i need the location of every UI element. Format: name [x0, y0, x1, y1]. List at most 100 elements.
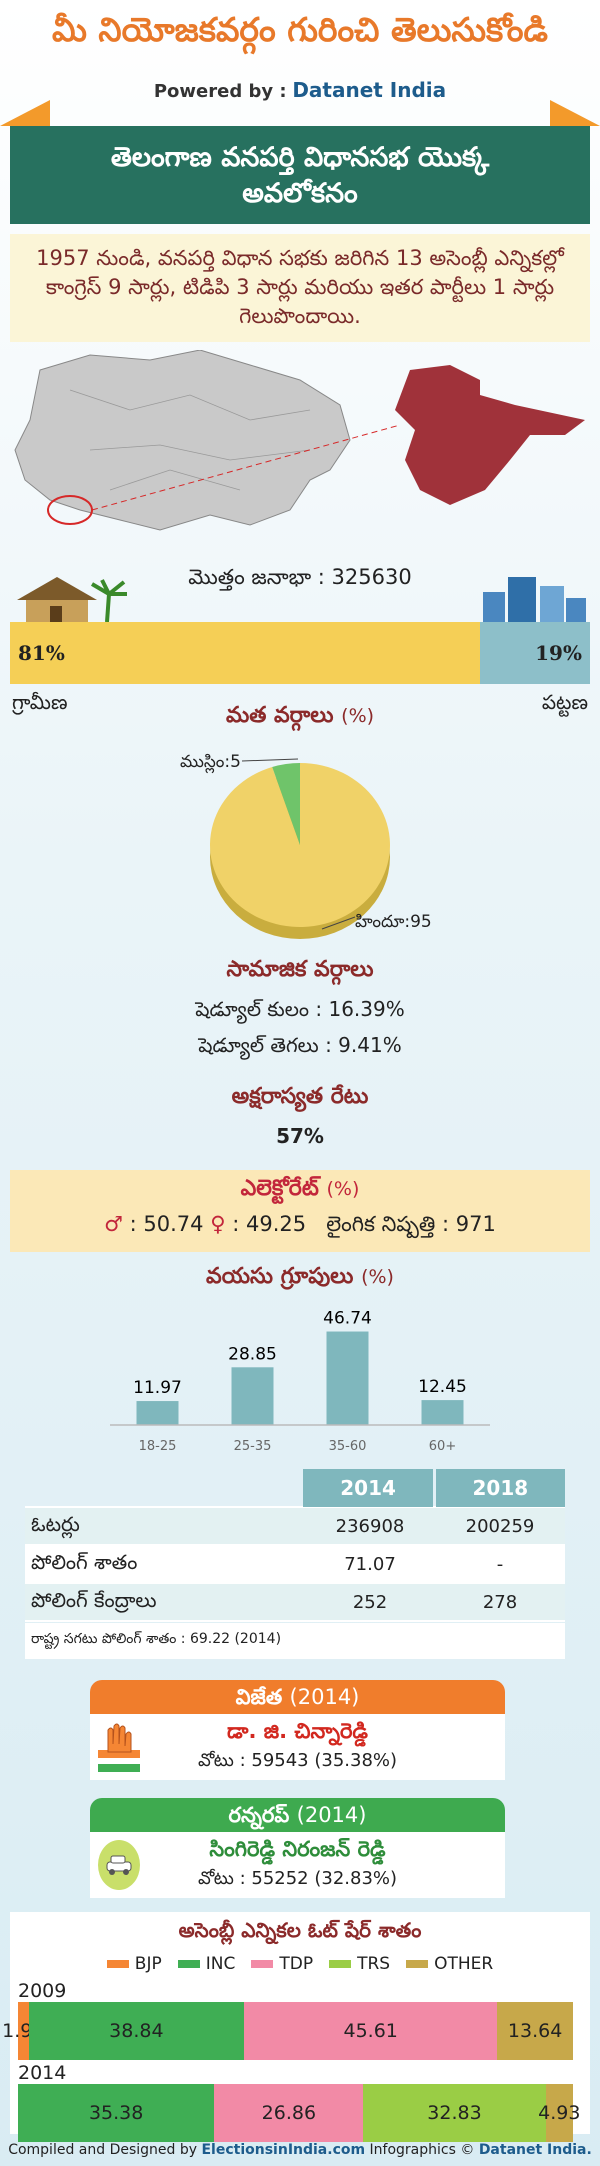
electorate-panel: [10, 1170, 590, 1252]
religion-pie-chart: [209, 758, 390, 939]
rural-label: గ్రామీణ: [12, 690, 68, 714]
electorate-unit: (%): [326, 1178, 360, 1200]
congress-hand-icon: [98, 1723, 140, 1772]
runner-votes: వోటు : 55252 (32.83%): [197, 1868, 398, 1889]
age-bar-value-label: 28.85: [228, 1344, 277, 1364]
title-banner: తెలంగాణ వనపర్తి విధానసభ యొక్క అవలోకనం: [10, 126, 590, 224]
corner-decoration-right: [550, 100, 600, 126]
map-pointer-line: [91, 424, 401, 511]
legend-label: BJP: [134, 1954, 162, 1974]
religion-title-text: మత వర్గాలు: [225, 703, 334, 728]
header-2018: 2018: [435, 1469, 565, 1507]
literacy-value: 57%: [276, 1124, 324, 1148]
vote-share-title: అసెంబ్లీ ఎన్నికల ఓట్ షేర్ శాతం: [178, 1918, 422, 1942]
age-bar-value-label: 11.97: [133, 1378, 182, 1398]
vote-share-segment-tdp: 26.86: [214, 2084, 364, 2142]
row-label: ఓటర్లు: [31, 1511, 80, 1536]
legend-swatch: [406, 1960, 429, 1968]
powered-by-label: Powered by :: [153, 81, 287, 102]
age-category-label: 35-60: [329, 1439, 367, 1454]
electorate-title: ఎలెక్టోరేట్ (%): [0, 1176, 600, 1206]
urban-percent: 19%: [535, 641, 582, 665]
winner-name: డా. జి. చిన్నారెడ్డి: [227, 1719, 368, 1743]
legend-swatch: [106, 1960, 129, 1968]
religion-title: మత వర్గాలు (%): [0, 703, 600, 733]
vote-share-segment-bjp: 1.91: [2, 2002, 44, 2060]
legend-item-other: OTHER: [406, 1954, 493, 1974]
legend-swatch: [329, 1960, 352, 1968]
header-2014: 2014: [303, 1469, 433, 1507]
table-row: ఓటర్లు 236908 200259: [25, 1508, 565, 1546]
literacy-title: అక్షరాస్యత రేటు: [231, 1084, 369, 1109]
muslim-leader-line: [241, 758, 299, 762]
age-bar-60+: [421, 1400, 464, 1425]
sex-ratio: లైంగిక నిష్పత్తి : 971: [326, 1212, 496, 1236]
footer: Compiled and Designed by ElectionsinIndi…: [0, 2142, 600, 2158]
vote-share-year-2014: 2014: [18, 2062, 67, 2084]
legend-item-tdp: TDP: [251, 1954, 313, 1974]
powered-by: Powered by : Datanet India: [0, 78, 600, 102]
female-percent: : 49.25: [232, 1212, 307, 1236]
muslim-label: ముస్లిం:5: [180, 752, 241, 772]
legend-label: TDP: [279, 1954, 314, 1974]
row-label: పోలింగ్ శాతం: [31, 1549, 138, 1574]
vote-share-bar-2014: 35.38 26.86 32.83 4.93: [18, 2084, 580, 2142]
legend-label: OTHER: [434, 1954, 494, 1974]
footer-compiled: Compiled and Designed by: [8, 2142, 198, 2158]
legend-label: TRS: [357, 1954, 391, 1974]
vote-share-segment-inc: 38.84: [28, 2002, 245, 2060]
hindu-label: హిందూ:95: [355, 912, 432, 932]
table-row: పోలింగ్ కేంద్రాలు 252 278: [25, 1584, 565, 1622]
village-hut-icon: [17, 577, 127, 623]
age-bar-value-label: 46.74: [323, 1309, 372, 1329]
header-title: మీ నియోజకవర్గం గురించి తెలుసుకోండి: [52, 10, 548, 49]
banner-line-2: అవలోకనం: [242, 178, 358, 209]
cell-2018: -: [496, 1553, 504, 1575]
age-bar-chart: 11.97 18-25 28.85 25-35 46.74 35-60 12.45 60+: [110, 1309, 490, 1454]
electorate-row: ♂ : 50.74 ♀ : 49.25 లైంగిక నిష్పత్తి : 9…: [0, 1212, 600, 1242]
scheduled-caste-value: షెడ్యూల్ కులం : 16.39%: [195, 997, 405, 1021]
brand-name: Datanet India: [292, 78, 447, 102]
winner-votes: వోటు : 59543 (35.38%): [197, 1750, 398, 1771]
runner-header: రన్నరప్ (2014): [90, 1798, 505, 1832]
corner-decoration-left: [0, 100, 50, 126]
footer-site: ElectionsinIndia.com: [201, 2142, 366, 2158]
hindu-leader-line: [321, 916, 356, 930]
electorate-title-text: ఎలెక్టోరేట్: [240, 1176, 319, 1201]
cell-2018: 200259: [465, 1515, 535, 1537]
state-map-shape: [14, 350, 351, 531]
footer-mid: Infographics ©: [369, 2142, 475, 2158]
age-bar-35-60: [326, 1331, 369, 1425]
legend-swatch: [177, 1960, 200, 1968]
age-bars-group: 11.97 18-25 28.85 25-35 46.74 35-60 12.45 60+: [133, 1309, 467, 1454]
banner-line-1: తెలంగాణ వనపర్తి విధానసభ యొక్క: [110, 142, 490, 173]
age-groups-title: వయసు గ్రూపులు (%): [0, 1264, 600, 1294]
cell-2014: 236908: [335, 1515, 405, 1537]
vote-share-year-2009: 2009: [18, 1980, 67, 2002]
winner-title: విజేత: [235, 1685, 283, 1709]
social-groups-title: సామాజిక వర్గాలు: [226, 957, 374, 982]
urban-share-bar: 19%: [479, 622, 590, 684]
history-summary: 1957 నుండి, వనపర్తి విధాన సభకు జరిగిన 13…: [10, 234, 590, 342]
pie-slice-muslim: [272, 763, 300, 845]
age-bar-18-25: [136, 1401, 179, 1425]
winner-body: డా. జి. చిన్నారెడ్డి వోటు : 59543 (35.38…: [90, 1714, 505, 1780]
table-row: పోలింగ్ శాతం 71.07 -: [25, 1546, 565, 1584]
runner-body: సింగిరెడ్డి నిరంజన్ రెడ్డి వోటు : 55252 …: [90, 1832, 505, 1898]
row-label: పోలింగ్ కేంద్రాలు: [31, 1587, 157, 1612]
runner-year: (2014): [296, 1803, 367, 1827]
runner-up-card: రన్నరప్ (2014) సింగిరెడ్డి నిరంజన్ రెడ్డ…: [90, 1798, 505, 1898]
cell-2014: 252: [352, 1591, 388, 1613]
legend-swatch: [251, 1960, 274, 1968]
winner-year: (2014): [289, 1685, 360, 1709]
urban-label: పట్టణ: [541, 690, 588, 714]
male-percent: : 50.74: [129, 1212, 204, 1236]
religion-unit: (%): [341, 705, 375, 727]
vote-share-segment-other: 13.64: [497, 2002, 573, 2060]
legend-item-trs: TRS: [329, 1954, 390, 1974]
district-lines: [69, 389, 311, 491]
city-buildings-icon: [483, 577, 586, 624]
cell-2014: 71.07: [344, 1553, 396, 1575]
age-bar-25-35: [231, 1367, 274, 1425]
winner-header: విజేత (2014): [90, 1680, 505, 1714]
